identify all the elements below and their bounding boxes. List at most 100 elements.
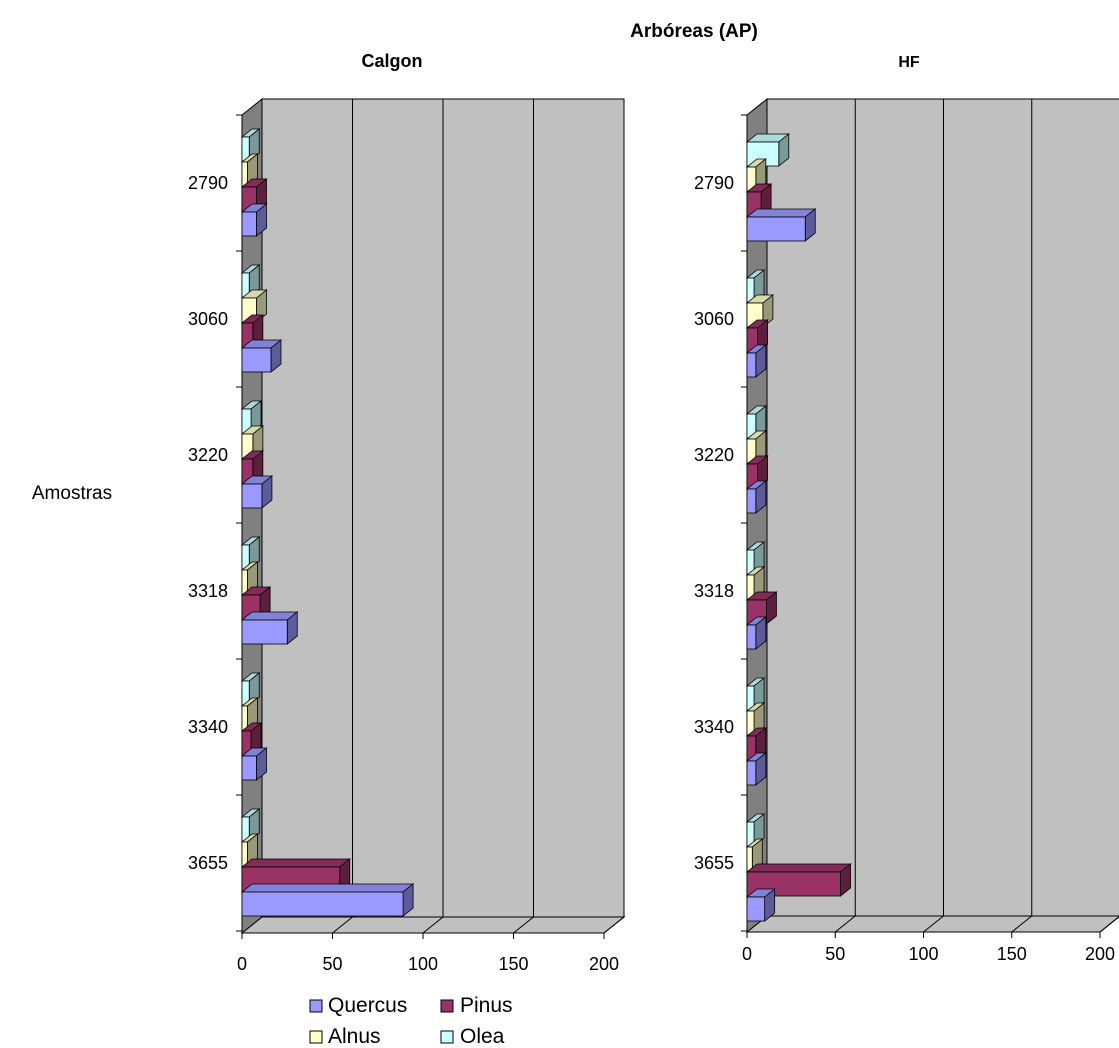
y-tick-label: 3340 xyxy=(188,717,228,737)
bar-alnus xyxy=(240,833,259,867)
chart-title: Arbóreas (AP) xyxy=(630,21,758,42)
legend-label-olea: Olea xyxy=(460,1025,505,1048)
bar-quercus xyxy=(240,339,283,373)
bar-alnus xyxy=(240,425,265,459)
bar-quercus xyxy=(240,747,268,781)
x-tick-label: 50 xyxy=(322,954,342,974)
legend: Quercus Pinus Alnus Olea xyxy=(309,994,513,1048)
panel-calgon: 0 50 100 150 200 2790 3060 3220 3318 3340 3655 xyxy=(188,97,626,974)
x-tick-label: 50 xyxy=(825,944,845,964)
bar-quercus xyxy=(240,883,415,917)
bar-quercus-front xyxy=(241,891,404,917)
legend-label-quercus: Quercus xyxy=(328,994,407,1017)
bar-alnus xyxy=(745,566,766,600)
bar-olea xyxy=(745,269,766,303)
bar-olea xyxy=(745,813,766,847)
bar-alnus xyxy=(240,561,259,595)
bar-pinus xyxy=(745,183,773,217)
gridline-floor xyxy=(513,916,534,934)
x-tick-label: 200 xyxy=(589,954,619,974)
bar-pinus xyxy=(745,319,769,353)
bar-quercus-front xyxy=(746,488,757,514)
bar-quercus xyxy=(745,480,767,514)
bar-pinus-top xyxy=(240,858,351,868)
y-tick-label: 3060 xyxy=(694,309,734,329)
y-tick-label: 3318 xyxy=(188,581,228,601)
bar-quercus xyxy=(745,888,776,922)
y-tick-label: 3220 xyxy=(188,445,228,465)
bar-quercus xyxy=(745,208,817,242)
x-tick-label: 0 xyxy=(742,944,752,964)
bar-alnus-front xyxy=(241,161,248,187)
bar-olea xyxy=(240,672,261,706)
bar-quercus xyxy=(745,752,767,786)
x-tick-label: 200 xyxy=(1085,944,1115,964)
bar-alnus xyxy=(745,430,767,464)
y-tick-label: 3318 xyxy=(694,581,734,601)
gridline-floor xyxy=(923,915,944,933)
bar-quercus-front xyxy=(746,760,757,786)
bar-quercus xyxy=(745,344,767,378)
x-tick-label: 100 xyxy=(908,944,938,964)
gridline-floor xyxy=(332,916,353,934)
y-tick-label: 3340 xyxy=(694,717,734,737)
gridline-floor xyxy=(422,916,444,934)
bar-pinus xyxy=(745,727,767,761)
bar-quercus-front xyxy=(241,619,288,645)
bar-quercus-front xyxy=(746,352,757,378)
bar-pinus xyxy=(745,863,852,897)
bar-pinus-top xyxy=(745,863,852,873)
legend-swatch-alnus xyxy=(309,1030,323,1044)
bar-quercus-front xyxy=(241,755,257,781)
bar-alnus xyxy=(240,153,259,187)
bar-olea-front xyxy=(746,141,780,167)
y-tick-label: 3655 xyxy=(694,853,734,873)
bar-olea xyxy=(745,133,790,167)
bar-quercus-front xyxy=(746,216,806,242)
bar-olea xyxy=(240,128,261,162)
bar-quercus-front xyxy=(241,347,272,373)
bar-pinus xyxy=(745,455,769,489)
legend-swatch-olea xyxy=(440,1030,454,1044)
y-tick-label: 2790 xyxy=(188,173,228,193)
x-tick-label: 0 xyxy=(237,954,247,974)
bar-alnus xyxy=(745,838,764,872)
legend-label-pinus: Pinus xyxy=(460,994,513,1017)
panel-title-calgon: Calgon xyxy=(362,51,423,71)
y-axis-label: Amostras xyxy=(32,483,112,504)
bar-olea xyxy=(240,264,261,298)
legend-swatch-quercus xyxy=(309,999,323,1013)
legend-label-alnus: Alnus xyxy=(328,1025,381,1048)
panel-title-hf: HF xyxy=(898,54,920,71)
panel-hf: 0 50 100 150 200 2790 3060 3220 3318 3340 3655 xyxy=(694,97,1119,964)
bar-pinus xyxy=(240,450,265,484)
bar-quercus-front xyxy=(241,211,257,237)
x-tick-label: 150 xyxy=(498,954,528,974)
bar-quercus-front xyxy=(241,483,263,509)
legend-swatch-pinus xyxy=(440,999,454,1013)
bar-alnus-front xyxy=(746,846,753,872)
bar-olea xyxy=(745,405,767,439)
bar-alnus-front xyxy=(241,705,248,731)
bar-quercus-top xyxy=(240,883,415,893)
bar-pinus xyxy=(240,314,265,348)
bar-quercus-front xyxy=(746,896,766,922)
y-tick-label: 3655 xyxy=(188,853,228,873)
bar-alnus-front xyxy=(241,841,248,867)
bar-quercus xyxy=(240,203,268,237)
gridline-floor xyxy=(834,915,856,933)
bar-quercus-top xyxy=(745,208,817,218)
bar-alnus-front xyxy=(241,569,248,595)
y-tick-label: 3220 xyxy=(694,445,734,465)
bar-alnus xyxy=(745,158,767,192)
bar-olea xyxy=(240,536,261,570)
gridline-floor xyxy=(1011,915,1033,933)
x-tick-label: 150 xyxy=(997,944,1027,964)
bar-quercus xyxy=(745,616,767,650)
bar-quercus-front xyxy=(746,624,757,650)
x-tick-label: 100 xyxy=(408,954,438,974)
gridline-floor xyxy=(603,916,625,934)
y-tick-label: 2790 xyxy=(694,173,734,193)
y-tick-label: 3060 xyxy=(188,309,228,329)
